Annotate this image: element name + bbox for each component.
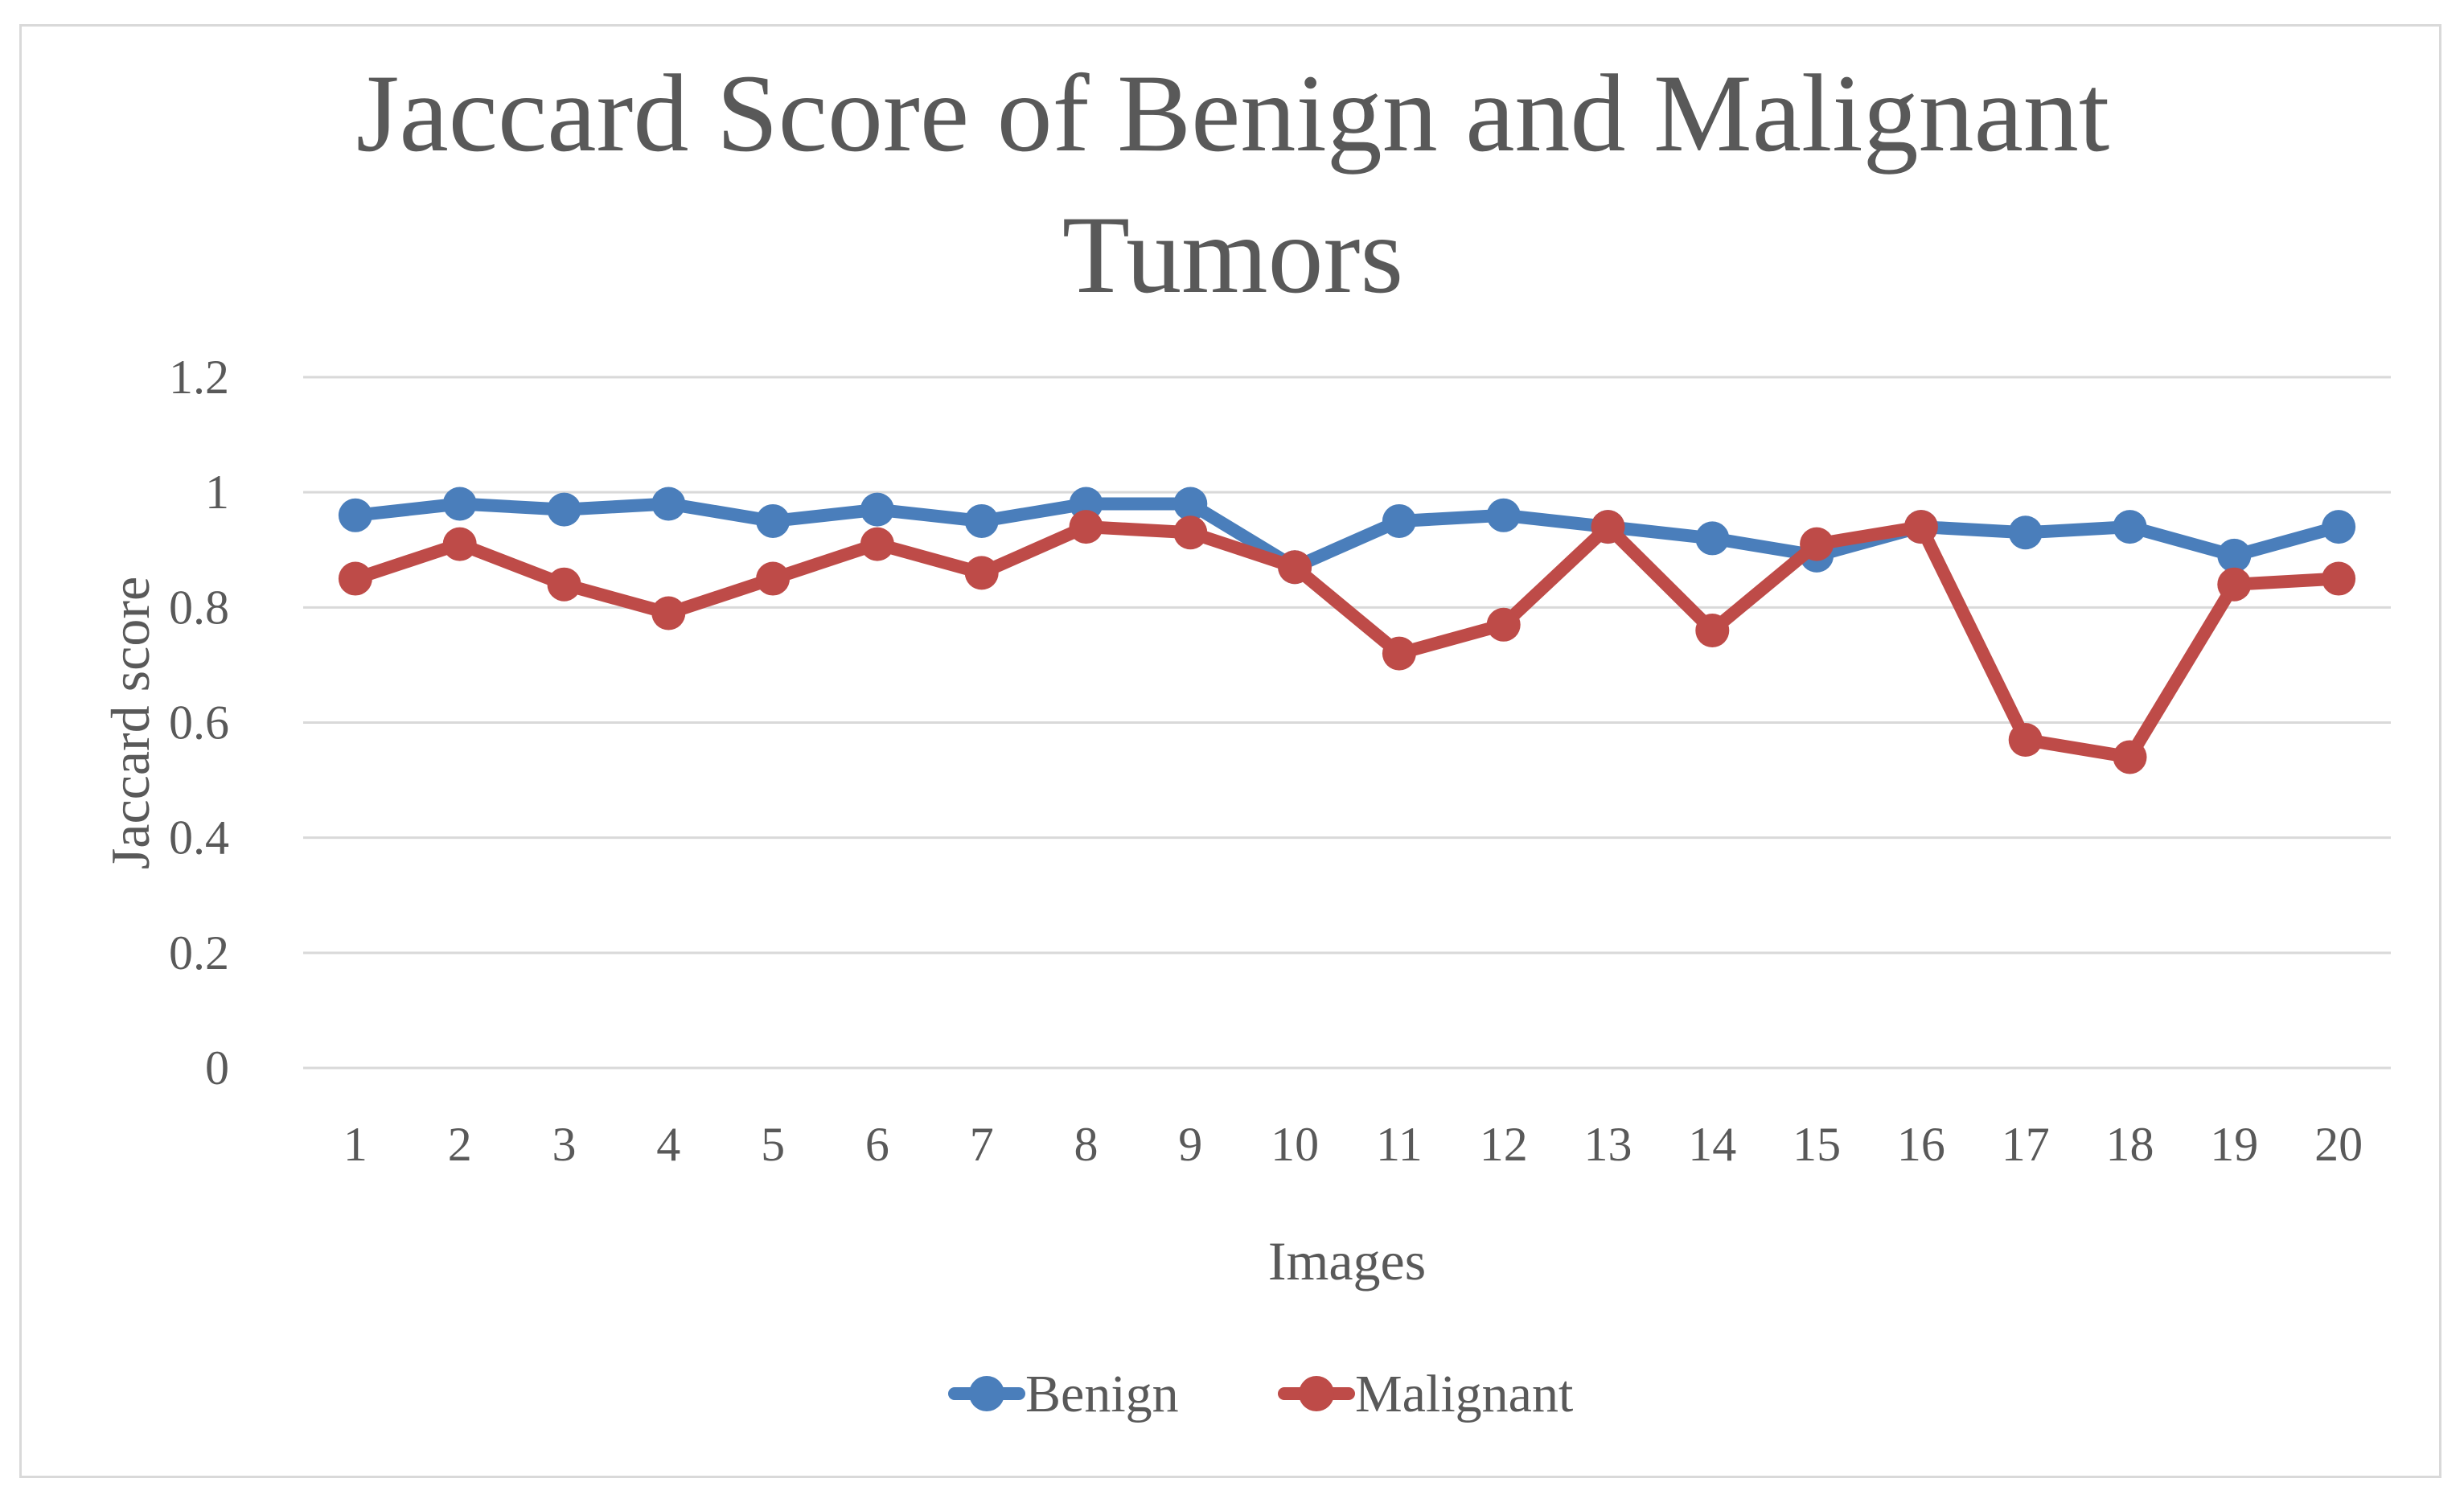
x-tick-label: 3 bbox=[552, 1118, 577, 1171]
data-point bbox=[442, 487, 477, 521]
x-tick-label: 8 bbox=[1074, 1118, 1099, 1171]
x-tick-label: 9 bbox=[1178, 1118, 1202, 1171]
y-tick-label: 0.6 bbox=[169, 696, 229, 750]
x-tick-label: 10 bbox=[1271, 1118, 1319, 1171]
x-tick-label: 17 bbox=[2002, 1118, 2050, 1171]
data-point bbox=[338, 561, 372, 596]
data-point bbox=[338, 498, 372, 532]
x-tick-label: 12 bbox=[1480, 1118, 1528, 1171]
x-tick-label: 6 bbox=[865, 1118, 889, 1171]
chart-title-line-1: Jaccard Score of Benign and Malignant bbox=[355, 51, 2110, 175]
x-tick-label: 1 bbox=[343, 1118, 368, 1171]
data-point bbox=[1173, 515, 1208, 550]
y-tick-label: 0 bbox=[205, 1041, 229, 1094]
series-benign bbox=[338, 487, 2356, 585]
legend-item-malignant: Malignant bbox=[1278, 1365, 1573, 1423]
data-point bbox=[2113, 740, 2147, 774]
x-axis-title: Images bbox=[1268, 1230, 1426, 1292]
data-point bbox=[1069, 510, 1103, 544]
x-tick-label: 16 bbox=[1897, 1118, 1945, 1171]
y-axis-title: Jaccard score bbox=[100, 577, 161, 869]
data-point bbox=[1486, 607, 1521, 642]
data-point bbox=[2217, 538, 2252, 573]
y-tick-label: 0.4 bbox=[169, 811, 229, 864]
legend-item-benign: Benign bbox=[948, 1365, 1179, 1423]
chart-title-line-2: Tumors bbox=[1062, 193, 1404, 316]
x-tick-label: 14 bbox=[1688, 1118, 1736, 1171]
data-point bbox=[964, 556, 999, 590]
data-point bbox=[756, 561, 791, 596]
line-chart: 00.20.40.60.811.2 1 2 3 4 5 6 7 8 9 10 11 12 13 14 15 1… bbox=[100, 351, 2391, 1423]
chart-title: Jaccard Score of Benign and Malignant Tu… bbox=[22, 43, 2444, 326]
x-tick-label: 7 bbox=[970, 1118, 994, 1171]
chart-frame: Jaccard Score of Benign and Malignant Tu… bbox=[19, 24, 2441, 1478]
data-point bbox=[1173, 487, 1208, 521]
y-axis-ticks: 0 0.2 0.4 0.6 0.8 1 1.2 bbox=[169, 351, 229, 1094]
y-tick-label: 0.8 bbox=[169, 581, 229, 634]
data-point bbox=[1695, 613, 1730, 647]
data-point bbox=[756, 503, 791, 538]
data-point bbox=[2322, 510, 2356, 544]
legend: Benign Malignant bbox=[948, 1365, 1573, 1423]
x-tick-label: 13 bbox=[1584, 1118, 1632, 1171]
x-axis-ticks: 1 2 3 4 5 6 7 8 9 10 11 12 13 14 15 16 17 18 19 20 bbox=[343, 1118, 2363, 1171]
data-point bbox=[2008, 515, 2043, 550]
data-point bbox=[1800, 527, 1834, 561]
data-point bbox=[964, 503, 999, 538]
series-line bbox=[348, 520, 2346, 764]
data-point bbox=[1591, 510, 1625, 544]
series-malignant bbox=[338, 510, 2356, 774]
data-point bbox=[860, 492, 894, 527]
data-point bbox=[651, 487, 686, 521]
data-point bbox=[860, 527, 894, 561]
x-tick-label: 11 bbox=[1376, 1118, 1423, 1171]
data-point bbox=[2322, 561, 2356, 596]
gridlines bbox=[303, 376, 2391, 1070]
data-point bbox=[1486, 498, 1521, 532]
x-tick-label: 5 bbox=[761, 1118, 785, 1171]
data-point bbox=[547, 567, 581, 602]
x-tick-label: 2 bbox=[448, 1118, 472, 1171]
data-point bbox=[547, 492, 581, 527]
legend-label: Malignant bbox=[1355, 1365, 1573, 1423]
legend-label: Benign bbox=[1025, 1365, 1179, 1423]
data-point bbox=[651, 596, 686, 630]
series-lines bbox=[338, 487, 2356, 774]
legend-swatch-marker bbox=[969, 1376, 1004, 1411]
x-tick-label: 15 bbox=[1793, 1118, 1841, 1171]
x-tick-label: 4 bbox=[656, 1118, 680, 1171]
y-tick-label: 0.2 bbox=[169, 926, 229, 979]
data-point bbox=[2008, 722, 2043, 757]
data-point bbox=[1382, 503, 1416, 538]
data-point bbox=[1278, 550, 1312, 585]
y-tick-label: 1.2 bbox=[169, 351, 229, 404]
data-point bbox=[442, 527, 477, 561]
data-point bbox=[2217, 567, 2252, 602]
x-tick-label: 18 bbox=[2106, 1118, 2154, 1171]
x-tick-label: 19 bbox=[2210, 1118, 2258, 1171]
data-point bbox=[1382, 636, 1416, 671]
x-tick-label: 20 bbox=[2314, 1118, 2363, 1171]
legend-swatch-marker bbox=[1299, 1376, 1334, 1411]
data-point bbox=[1903, 510, 1938, 544]
data-point bbox=[1695, 521, 1730, 556]
y-tick-label: 1 bbox=[205, 466, 229, 519]
data-point bbox=[2113, 510, 2147, 544]
series-line bbox=[348, 497, 2346, 574]
